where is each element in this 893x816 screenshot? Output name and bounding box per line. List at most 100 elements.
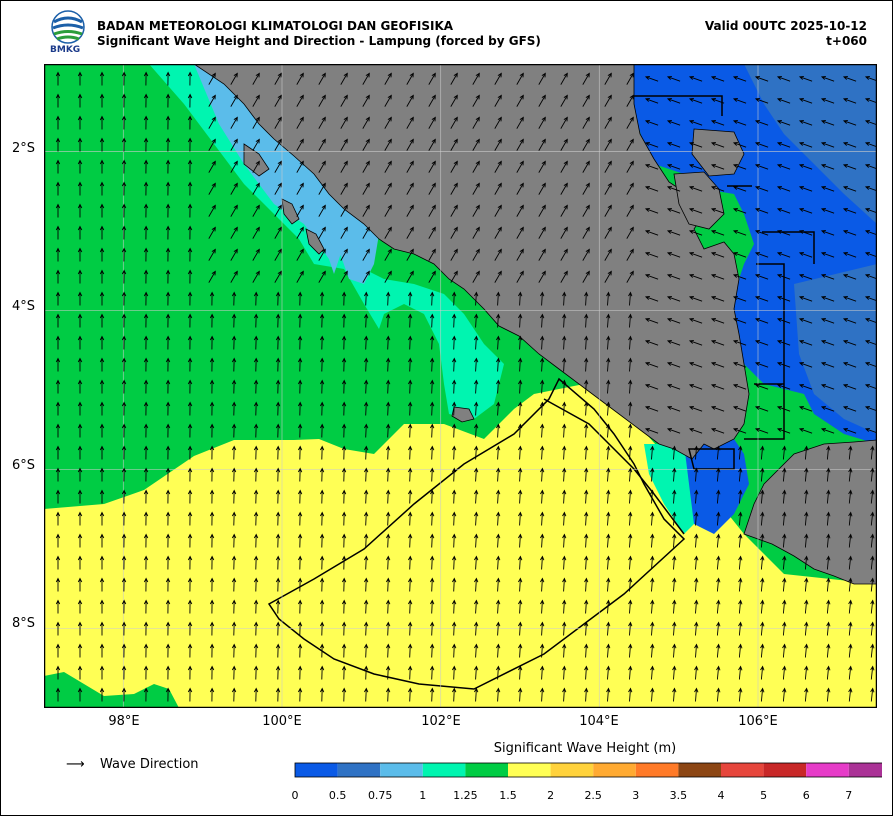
wave-direction-arrow <box>760 511 765 526</box>
wave-direction-arrow <box>820 295 835 302</box>
wave-direction-arrow <box>870 511 875 526</box>
wave-direction-arrow <box>296 116 304 129</box>
wave-direction-arrow <box>187 269 193 284</box>
wave-direction-arrow <box>848 533 853 548</box>
wave-direction-arrow <box>694 599 699 614</box>
colorbar-segment <box>806 763 849 777</box>
wave-direction-arrow <box>121 313 127 328</box>
wave-direction-arrow <box>606 489 611 504</box>
wave-direction-arrow <box>428 72 436 85</box>
wave-direction-arrow <box>760 555 765 570</box>
wave-direction-arrow <box>782 643 787 658</box>
wave-direction-arrow <box>776 317 791 324</box>
wave-direction-arrow <box>452 643 457 658</box>
wave-direction-arrow <box>628 379 633 394</box>
wave-direction-arrow <box>452 533 457 548</box>
wave-direction-arrow <box>842 383 857 390</box>
wave-direction-arrow <box>209 687 215 702</box>
wave-direction-arrow <box>275 489 281 504</box>
wave-direction-arrow <box>364 621 369 636</box>
wave-direction-arrow <box>253 665 259 680</box>
wave-direction-arrow <box>165 71 171 86</box>
wave-direction-arrow <box>55 159 61 174</box>
wave-direction-arrow <box>820 339 835 346</box>
wave-direction-arrow <box>540 511 545 526</box>
wave-direction-arrow <box>848 621 853 636</box>
wave-direction-arrow <box>776 339 791 346</box>
wave-direction-arrow <box>820 119 835 126</box>
colorbar-segment <box>422 763 466 777</box>
wave-direction-arrow <box>650 643 655 658</box>
wave-direction-arrow <box>208 270 216 283</box>
wave-direction-arrow <box>408 687 413 702</box>
wave-direction-arrow <box>121 291 127 306</box>
wave-direction-arrow <box>518 467 523 482</box>
wave-direction-arrow <box>209 313 215 328</box>
wave-direction-arrow <box>754 361 769 368</box>
wave-direction-arrow <box>121 379 127 394</box>
wave-direction-arrow <box>826 621 831 636</box>
wave-direction-arrow <box>121 687 127 702</box>
wave-direction-arrow <box>165 621 171 636</box>
wave-direction-arrow <box>650 621 655 636</box>
wave-direction-arrow <box>275 423 281 438</box>
wave-direction-arrow <box>628 533 633 548</box>
wave-direction-arrow <box>560 116 568 129</box>
wave-direction-arrow <box>606 621 611 636</box>
wave-direction-arrow <box>340 94 348 107</box>
wave-direction-arrow <box>165 555 171 570</box>
wave-direction-arrow <box>804 577 809 592</box>
wave-direction-arrow <box>562 357 567 372</box>
wave-direction-arrow <box>187 335 193 350</box>
wave-direction-arrow <box>209 643 215 658</box>
wave-direction-arrow <box>804 533 809 548</box>
wave-direction-arrow <box>738 577 743 592</box>
wave-direction-arrow <box>231 379 237 394</box>
wave-direction-arrow <box>518 599 523 614</box>
wave-direction-arrow <box>644 295 659 302</box>
wave-direction-arrow <box>782 599 787 614</box>
wave-direction-arrow <box>870 467 875 482</box>
wave-direction-arrow <box>275 401 281 416</box>
wave-direction-arrow <box>560 72 568 85</box>
wave-direction-arrow <box>820 251 835 258</box>
wave-direction-arrow <box>230 248 238 261</box>
wave-direction-arrow <box>121 159 127 174</box>
wave-direction-arrow <box>319 445 325 460</box>
colorbar-label: 4 <box>717 789 725 802</box>
wave-direction-arrow <box>55 687 61 702</box>
colorbar-label: 0.5 <box>328 789 347 802</box>
wave-direction-arrow <box>518 643 523 658</box>
colorbar-label: 0.75 <box>367 789 393 802</box>
wave-direction-arrow <box>562 401 567 416</box>
wave-direction-arrow <box>319 401 325 416</box>
wave-direction-arrow <box>842 141 857 148</box>
wave-direction-arrow <box>776 119 791 126</box>
wave-direction-arrow <box>274 116 282 129</box>
wave-direction-arrow <box>364 489 369 504</box>
wave-direction-arrow <box>760 489 765 504</box>
wave-direction-arrow <box>121 247 127 262</box>
wave-direction-arrow <box>474 511 479 526</box>
wave-direction-arrow <box>710 273 725 280</box>
wave-region-midblue-east-2 <box>794 264 877 434</box>
wave-direction-arrow <box>452 467 457 482</box>
wave-direction-arrow <box>540 335 545 350</box>
wave-direction-arrow <box>820 317 835 324</box>
wave-direction-arrow <box>55 313 61 328</box>
wave-direction-arrow <box>516 226 524 239</box>
wave-direction-arrow <box>408 621 413 636</box>
wave-direction-arrow <box>297 643 303 658</box>
wave-direction-arrow <box>870 555 875 570</box>
wave-direction-arrow <box>688 163 703 170</box>
land-bangka <box>673 171 725 230</box>
wave-direction-arrow <box>732 295 747 302</box>
wave-direction-arrow <box>408 489 413 504</box>
wave-direction-arrow <box>562 335 567 350</box>
wave-direction-arrow <box>77 401 83 416</box>
wave-direction-arrow <box>516 248 524 261</box>
wave-direction-arrow <box>754 97 769 104</box>
gridlines <box>44 64 877 708</box>
wave-direction-arrow <box>406 72 414 85</box>
wave-direction-arrow <box>428 204 436 217</box>
